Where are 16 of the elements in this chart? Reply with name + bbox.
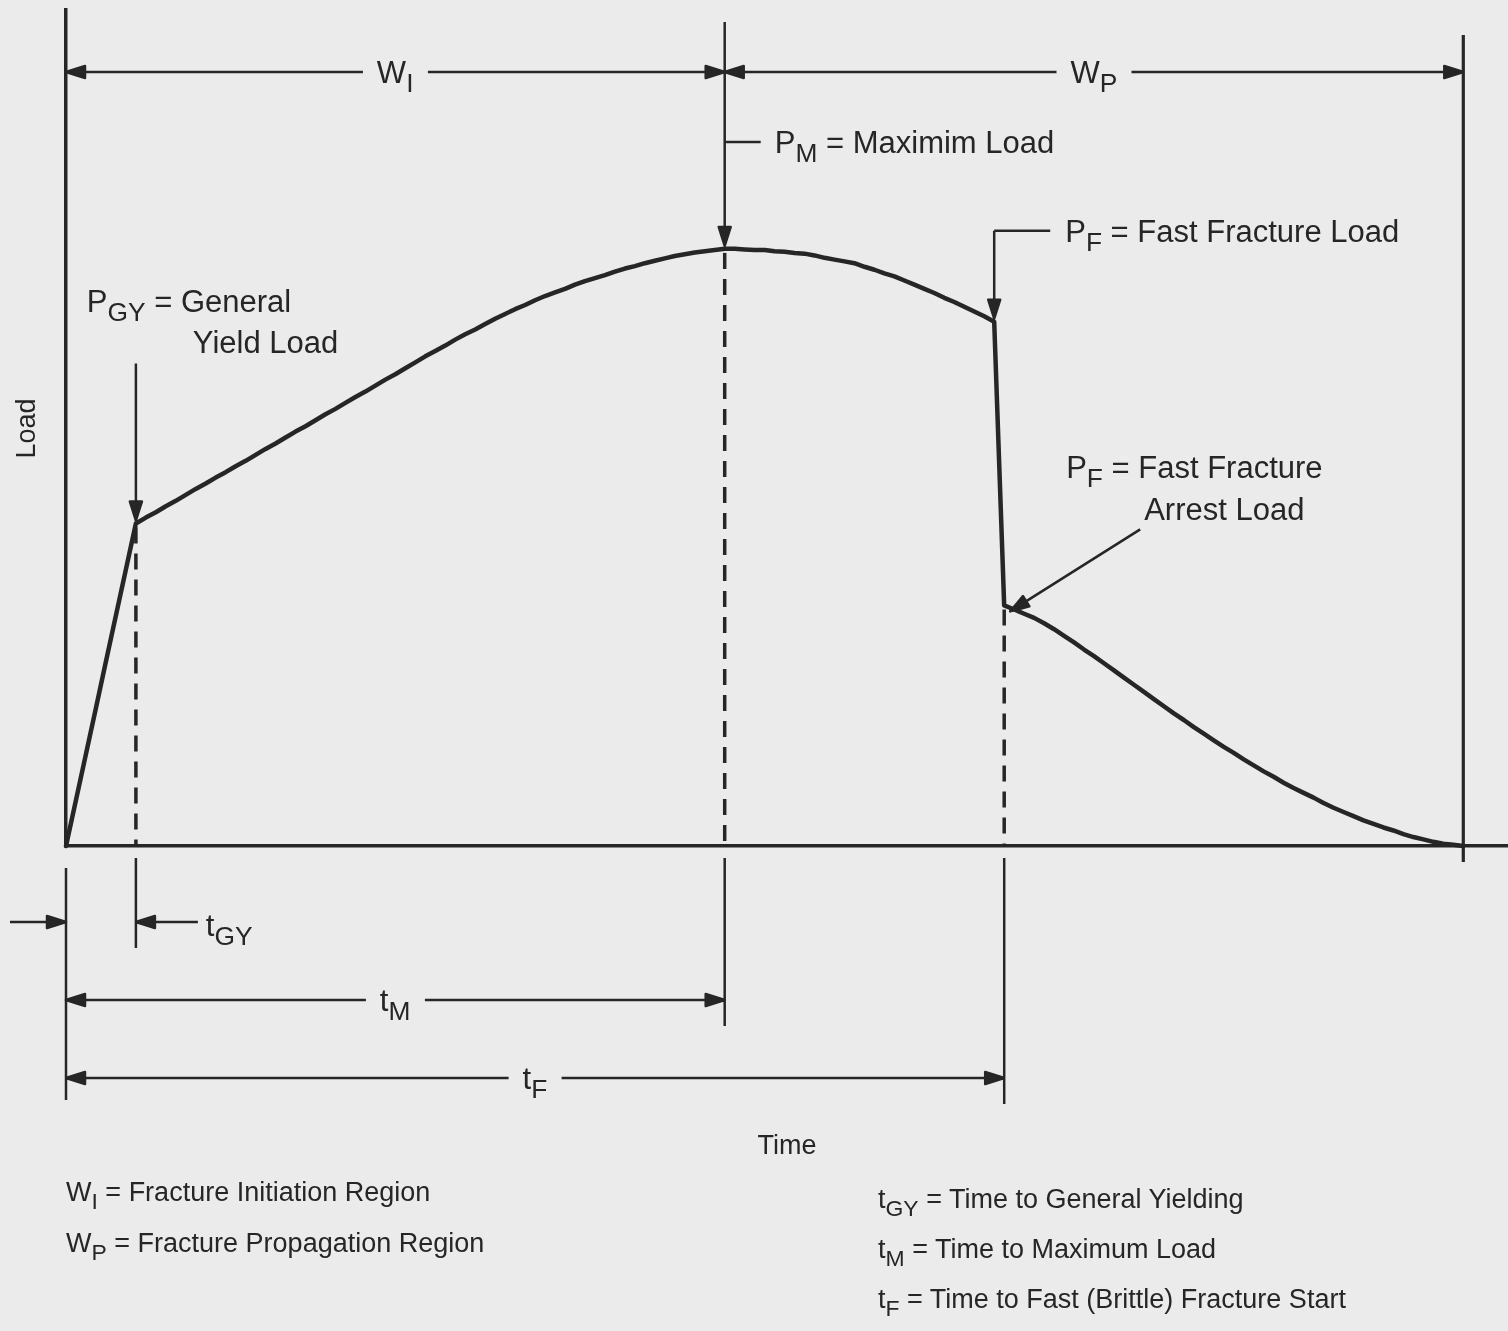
- text: P$_{M}$ = Maximim Load: [774, 124, 1055, 169]
- text: t$_{GY}$ = Time to General Yielding: [878, 1184, 1244, 1222]
- text: W$_{P}$: [1070, 55, 1118, 99]
- annotation: P$_{F}$ = Fast Fracture Load: [1065, 213, 1400, 257]
- annotation: P$_{F}$ = Fast Fracture Arrest Load: [1066, 450, 1324, 528]
- text: W$_{I}$: [376, 55, 414, 99]
- annotation: P$_{GY}$ = General Yield Load: [86, 283, 340, 361]
- text: t$_{M}$ = Time to Maximum Load: [878, 1234, 1216, 1272]
- text: W$_{P}$ = Fracture Propagation Region: [66, 1228, 485, 1266]
- text: t$_{GY}$: [205, 908, 253, 952]
- text: Time: [757, 1130, 817, 1162]
- y-axis-title: Load: [10, 397, 42, 459]
- text: t$_{M}$: [379, 983, 411, 1027]
- text: t$_{F}$ = Time to Fast (Brittle) Fracture Start: [878, 1284, 1346, 1322]
- text: t$_{F}$: [522, 1061, 548, 1105]
- text: W$_{I}$ = Fracture Initiation Region: [66, 1177, 431, 1215]
